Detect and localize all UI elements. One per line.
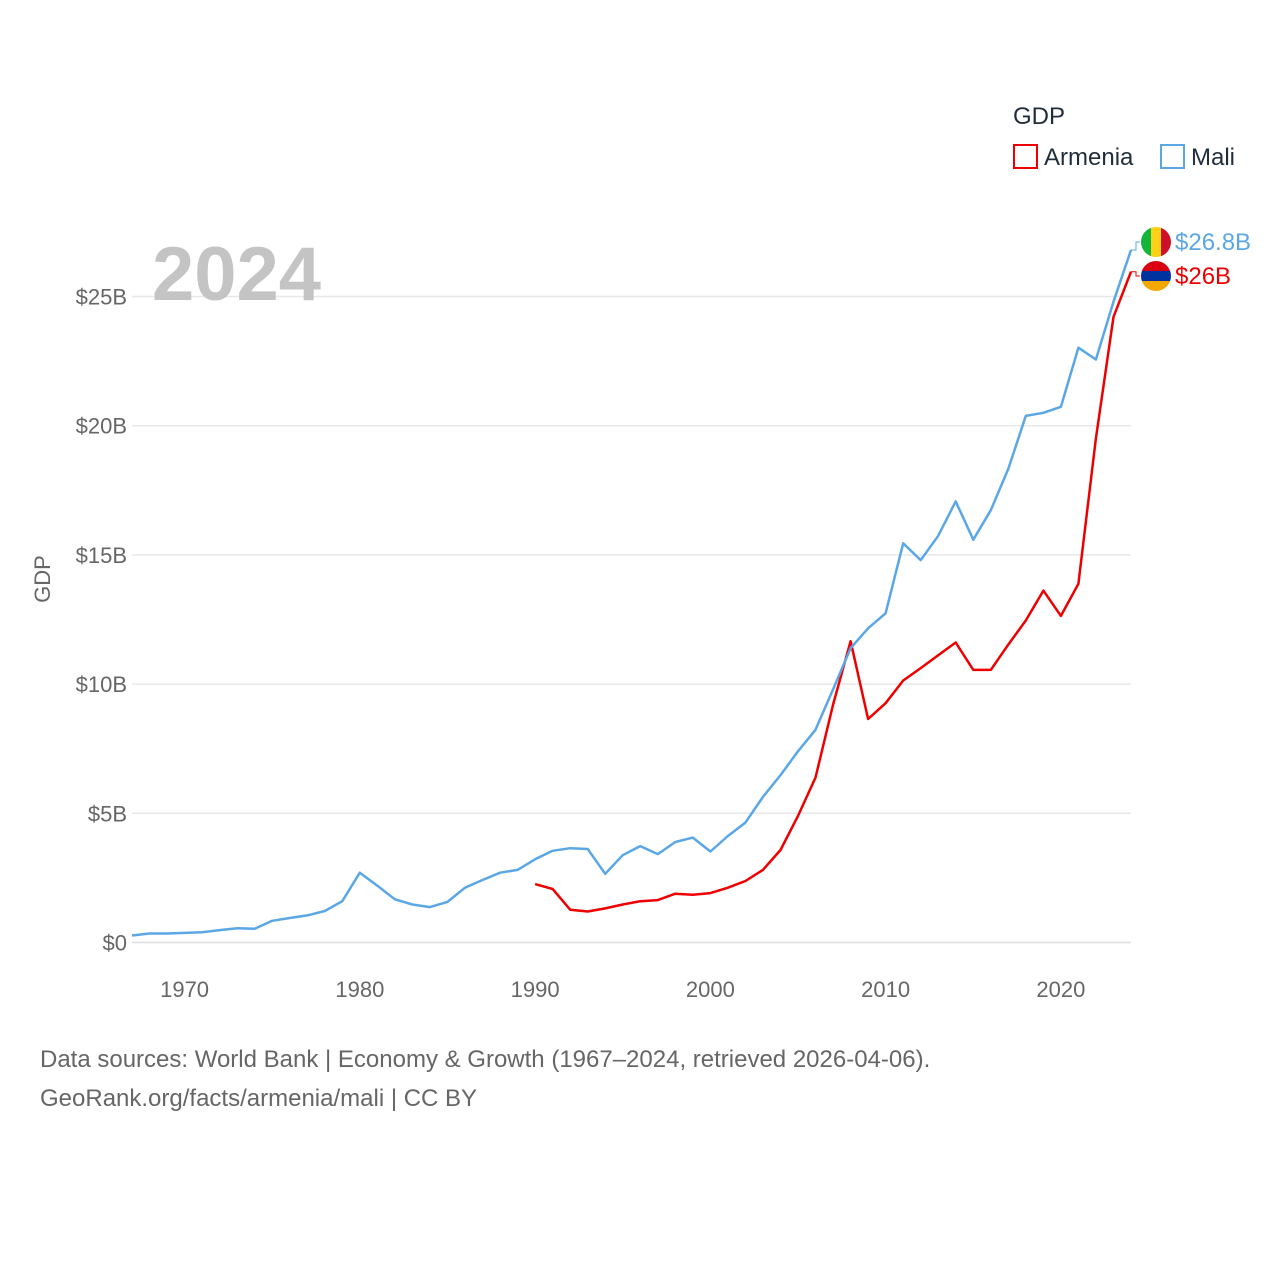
legend: GDP Armenia Mali: [1013, 103, 1235, 171]
y-tick-label: $15B: [76, 543, 127, 568]
data-source-note: Data sources: World Bank | Economy & Gro…: [40, 1040, 1240, 1118]
x-tick-label: 1990: [511, 977, 560, 1002]
y-axis-ticks: $0 $5B $10B $15B $20B $25B: [76, 285, 127, 956]
series-end-labels: $26B $26.8B: [1131, 227, 1251, 291]
source-line-2[interactable]: GeoRank.org/facts/armenia/mali | CC BY: [40, 1085, 478, 1112]
y-tick-label: $25B: [76, 285, 127, 310]
end-label-connector: [1131, 241, 1140, 251]
end-label-armenia: $26B: [1175, 263, 1231, 290]
legend-item-mali[interactable]: Mali: [1160, 144, 1235, 171]
x-tick-label: 1980: [335, 977, 384, 1002]
x-tick-label: 1970: [160, 977, 209, 1002]
grid-lines: [132, 295, 1131, 944]
legend-item-armenia[interactable]: Armenia: [1013, 144, 1134, 171]
armenia-flag-icon: [1141, 261, 1171, 291]
year-label: 2024: [152, 232, 321, 317]
y-tick-label: $0: [103, 931, 127, 956]
legend-label: Armenia: [1044, 144, 1134, 171]
end-label-connector: [1131, 271, 1140, 277]
x-axis-ticks: 1970 1980 1990 2000 2010 2020: [160, 977, 1085, 1002]
y-axis-title: GDP: [30, 555, 55, 603]
y-tick-label: $20B: [76, 414, 127, 439]
legend-label: Mali: [1191, 144, 1235, 171]
x-tick-label: 2020: [1036, 977, 1085, 1002]
series-line-armenia: [534, 271, 1133, 913]
series-line-mali: [131, 249, 1133, 937]
legend-title: GDP: [1013, 103, 1065, 130]
legend-swatch: [1013, 144, 1038, 169]
source-line-1: Data sources: World Bank | Economy & Gro…: [40, 1046, 931, 1073]
y-tick-label: $5B: [88, 801, 127, 826]
y-tick-label: $10B: [76, 672, 127, 697]
legend-swatch: [1160, 144, 1185, 169]
mali-flag-icon: [1141, 227, 1171, 257]
x-tick-label: 2010: [861, 977, 910, 1002]
x-tick-label: 2000: [686, 977, 735, 1002]
end-label-mali: $26.8B: [1175, 229, 1251, 256]
series-lines: [131, 249, 1133, 937]
